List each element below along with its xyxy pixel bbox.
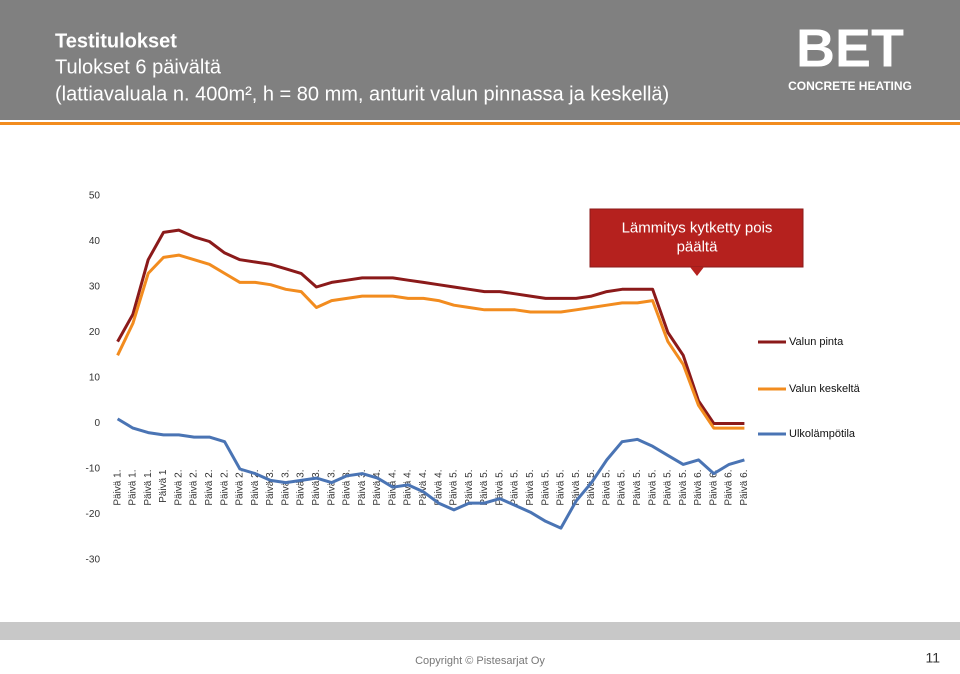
y-tick-label: 30: [89, 282, 101, 293]
x-tick-label: Päivä 3.: [280, 470, 291, 506]
x-tick-label: Päivä 5.: [540, 470, 551, 506]
x-tick-label: Päivä 5.: [586, 470, 597, 506]
x-tick-label: Päivä 6.: [724, 470, 735, 506]
x-tick-label: Päivä 3.: [311, 470, 322, 506]
x-tick-label: Päivä 5.: [556, 470, 567, 506]
y-tick-label: 10: [89, 373, 101, 384]
legend-label: Valun pinta: [789, 336, 844, 348]
slide-title: Testitulokset: [55, 30, 177, 52]
y-tick-label: 20: [89, 327, 101, 338]
logo-tagline: CONCRETE HEATING: [788, 79, 912, 93]
x-tick-label: Päivä 3.: [357, 470, 368, 506]
x-tick-label: Päivä 2.: [235, 470, 246, 506]
x-tick-label: Päivä 4.: [433, 470, 444, 506]
y-tick-label: -20: [86, 509, 101, 520]
legend-label: Valun keskeltä: [789, 383, 861, 395]
x-tick-label: Päivä 2.: [189, 470, 200, 506]
annotation-pointer: [690, 267, 704, 276]
slide-subtitle: (lattiavaluala n. 400m², h = 80 mm, antu…: [55, 83, 669, 105]
x-tick-label: Päivä 5.: [601, 470, 612, 506]
y-tick-label: 50: [89, 191, 101, 202]
x-tick-label: Päivä 5.: [479, 470, 490, 506]
x-tick-label: Päivä 2.: [173, 470, 184, 506]
x-tick-label: Päivä 4.: [403, 470, 414, 506]
series-line: [116, 417, 745, 530]
y-tick-label: 40: [89, 236, 101, 247]
series-line: [116, 228, 745, 425]
x-tick-label: Päivä 5.: [663, 470, 674, 506]
x-tick-label: Päivä 2.: [204, 470, 215, 506]
x-tick-label: Päivä 3.: [326, 470, 337, 506]
x-tick-label: Päivä 5.: [678, 470, 689, 506]
y-tick-label: 0: [94, 418, 100, 429]
x-tick-label: Päivä 5.: [647, 470, 658, 506]
x-tick-label: Päivä 6.: [739, 470, 750, 506]
x-tick-label: Päivä 5.: [510, 470, 521, 506]
x-tick-label: Päivä 4.: [372, 470, 383, 506]
x-tick-label: Päivä 1.: [143, 470, 154, 506]
legend-label: Ulkolämpötila: [789, 428, 856, 440]
x-tick-label: Päivä 6.: [708, 470, 719, 506]
x-tick-label: Päivä 2.: [219, 470, 230, 506]
series-line: [116, 253, 745, 430]
x-tick-label: Päivä 4.: [418, 470, 429, 506]
x-tick-label: Päivä 5.: [571, 470, 582, 506]
copyright: Copyright © Pistesarjat Oy: [415, 655, 545, 667]
x-tick-label: Päivä 5.: [449, 470, 460, 506]
x-tick-label: Päivä 1: [158, 469, 169, 503]
header-band: [0, 0, 960, 120]
footer-band: [0, 622, 960, 640]
x-tick-label: Päivä 1.: [128, 470, 139, 506]
x-tick-label: Päivä 5.: [494, 470, 505, 506]
x-tick-label: Päivä 2.: [250, 470, 261, 506]
x-tick-label: Päivä 3.: [296, 470, 307, 506]
y-tick-label: -30: [86, 555, 101, 566]
x-tick-label: Päivä 1.: [112, 470, 123, 506]
annotation-box: [589, 208, 804, 268]
slide-subtitle: Tulokset 6 päivältä: [55, 56, 222, 78]
x-tick-label: Päivä 6.: [693, 470, 704, 506]
header-rule: [0, 122, 960, 125]
y-tick-label: -10: [86, 464, 101, 475]
x-tick-label: Päivä 5.: [525, 470, 536, 506]
logo-brand: BET: [796, 18, 904, 78]
x-tick-label: Päivä 3.: [265, 470, 276, 506]
page-number: 11: [925, 650, 940, 666]
x-tick-label: Päivä 3.: [342, 470, 353, 506]
x-tick-label: Päivä 5.: [632, 470, 643, 506]
x-tick-label: Päivä 5.: [617, 470, 628, 506]
x-tick-label: Päivä 5.: [464, 470, 475, 506]
annotation-text: Lämmitys kytketty pois päältä: [622, 219, 773, 255]
chart: -30 -20 -10 0 10 20 30 40 50 Päivä 1. Päivä 1. Päiv…: [86, 191, 861, 566]
